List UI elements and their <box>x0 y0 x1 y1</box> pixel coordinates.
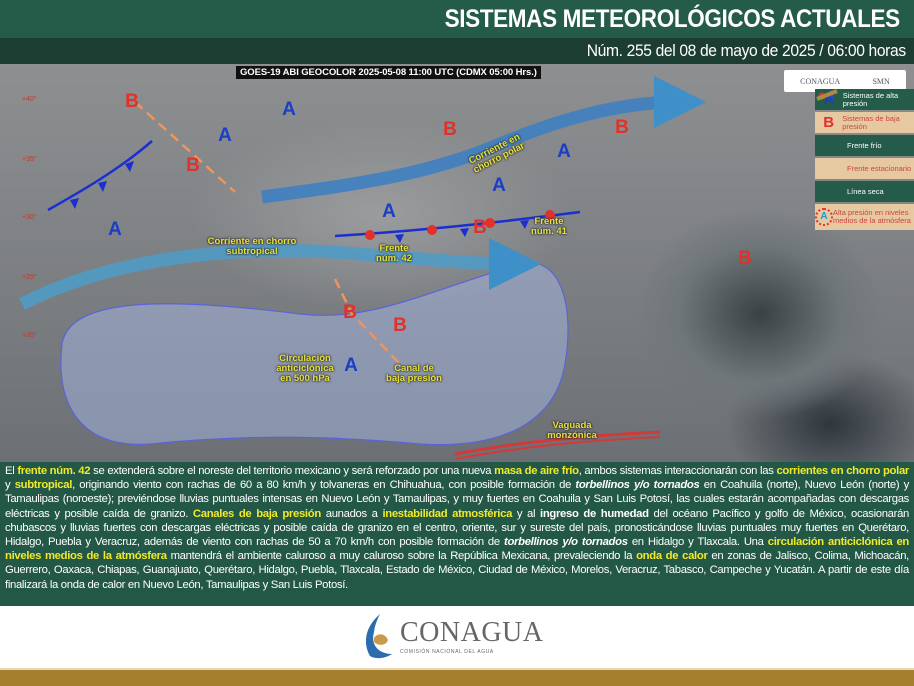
polar-jet <box>261 76 706 204</box>
stationary-front <box>334 210 581 238</box>
agency-logos: CONAGUA SMN <box>784 70 906 92</box>
high-pressure-icon: A <box>823 90 835 108</box>
text-segment: en Hidalgo y Tlaxcala. Una <box>627 536 768 549</box>
highlighted-term: masa de aire frío <box>494 465 579 477</box>
text-segment: y <box>5 479 15 492</box>
highlighted-term: corrientes en chorro polar <box>776 465 909 477</box>
trough-label: Canal de baja presión <box>386 363 442 384</box>
upper-high-icon: A <box>815 208 833 226</box>
front-42-label: Frente núm. 42 <box>376 243 412 264</box>
anticyclone-label: Circulación anticiclónica en 500 hPa <box>276 353 334 384</box>
latitude-label: +35° <box>22 156 37 163</box>
highlighted-term: subtropical <box>14 479 73 492</box>
emphasized-term: torbellinos y/o tornados <box>504 536 628 549</box>
cold-front <box>47 140 153 212</box>
latitude-label: +20° <box>22 332 37 339</box>
emphasized-term: ingreso de humedad <box>540 507 649 520</box>
low-pressure-icon: B <box>823 113 835 131</box>
latitude-label: +30° <box>22 214 37 221</box>
latitude-label: +40° <box>22 96 37 103</box>
map-legend: A Sistemas de alta presión B Sistemas de b… <box>815 89 914 232</box>
high-pressure-marker: A <box>282 99 296 120</box>
highlighted-term: onda de calor <box>636 550 708 563</box>
text-segment: mantendrá el ambiente caluroso a muy cal… <box>166 550 637 563</box>
monsoon-trough <box>454 430 661 456</box>
highlighted-term: frente núm. 42 <box>17 465 91 477</box>
text-segment: del océano Pacífico y golfo de México, o… <box>5 507 910 549</box>
legend-label: Frente frío <box>847 140 882 150</box>
conagua-logo: CONAGUA <box>800 76 841 86</box>
high-pressure-marker: A <box>218 125 232 146</box>
subtropical-jet-label: Corriente en chorro subtropical <box>207 236 297 257</box>
highlighted-term: circulación anticiclónica en niveles med… <box>5 536 909 563</box>
forecast-description: El frente núm. 42 se extenderá sobre el … <box>0 462 914 606</box>
footer: CONAGUA COMISIÓN NACIONAL DEL AGUA <box>0 606 914 668</box>
header: SISTEMAS METEOROLÓGICOS ACTUALES <box>0 0 914 38</box>
text-segment: aunados a <box>320 507 383 520</box>
conagua-footer-logo: CONAGUA COMISIÓN NACIONAL DEL AGUA <box>360 612 544 660</box>
legend-item-upper-high: A Alta presión en niveles medios de la at… <box>815 204 914 230</box>
map-overlays <box>19 76 706 460</box>
low-pressure-marker: B <box>186 155 200 176</box>
weather-map: GOES-19 ABI GEOCOLOR 2025-05-08 11:00 UT… <box>0 64 914 462</box>
satellite-caption: GOES-19 ABI GEOCOLOR 2025-05-08 11:00 UT… <box>236 66 541 79</box>
front-41-label: Frente núm. 41 <box>531 216 567 237</box>
legend-item-cold-front: Frente frío <box>815 89 914 156</box>
legend-label: Sistemas de baja presión <box>842 113 900 131</box>
emphasized-term: torbellinos y/o tornados <box>575 479 700 492</box>
high-pressure-marker: A <box>344 355 358 376</box>
text-segment: , ambos sistemas interaccionarán con las <box>578 465 777 477</box>
high-pressure-marker: A <box>492 175 506 196</box>
legend-label: Frente estacionario <box>847 163 912 173</box>
subheader: Núm. 255 del 08 de mayo de 2025 / 06:00 … <box>0 38 914 64</box>
legend-item-stationary-front: Frente estacionario <box>815 92 914 179</box>
latitude-label: +25° <box>22 274 37 281</box>
highlighted-term: Canales de baja presión <box>192 507 321 520</box>
legend-item-dry-line: Línea seca <box>815 89 914 202</box>
low-pressure-marker: B <box>738 248 752 269</box>
low-pressure-marker: B <box>125 91 139 112</box>
page-title: SISTEMAS METEOROLÓGICOS ACTUALES <box>444 5 901 33</box>
legend-label: Sistemas de alta presión <box>842 90 899 108</box>
high-pressure-marker: A <box>382 201 396 222</box>
monsoon-trough-label: Vaguada monzónica <box>547 420 597 441</box>
trough-line <box>134 101 401 365</box>
low-pressure-marker: B <box>343 302 357 323</box>
logo-tagline: COMISIÓN NACIONAL DEL AGUA <box>400 649 494 655</box>
high-pressure-marker: A <box>557 141 571 162</box>
logo-name: CONAGUA <box>400 617 544 648</box>
highlighted-term: inestabilidad atmosférica <box>382 507 513 520</box>
footer-band <box>0 668 914 686</box>
text-segment: en Coahuila (norte), Nuevo León (norte) … <box>5 479 909 520</box>
conagua-emblem-icon <box>365 614 392 659</box>
legend-item-high: A Sistemas de alta presión <box>815 89 914 110</box>
subtropical-jet <box>19 237 541 310</box>
legend-label: Línea seca <box>847 186 884 196</box>
low-pressure-marker: B <box>615 117 629 138</box>
smn-logo: SMN <box>872 76 890 86</box>
legend-item-low: B Sistemas de baja presión <box>815 112 914 133</box>
text-segment: y al <box>512 507 540 520</box>
bulletin-number-date: Núm. 255 del 08 de mayo de 2025 / 06:00 … <box>586 41 906 60</box>
text-segment: , originando viento con rachas de 60 a 8… <box>72 479 576 492</box>
low-pressure-marker: B <box>393 315 407 336</box>
text-segment: se extenderá sobre el noreste del territ… <box>90 465 495 477</box>
low-pressure-marker: B <box>443 119 457 140</box>
legend-label: Alta presión en niveles medios de la atm… <box>833 208 911 225</box>
high-pressure-marker: A <box>108 219 122 240</box>
text-segment: en zonas de Jalisco, Colima, Michoacán, … <box>5 550 909 591</box>
low-pressure-marker: B <box>473 217 487 238</box>
text-segment: El <box>5 465 18 477</box>
anticyclone-area <box>60 262 569 446</box>
